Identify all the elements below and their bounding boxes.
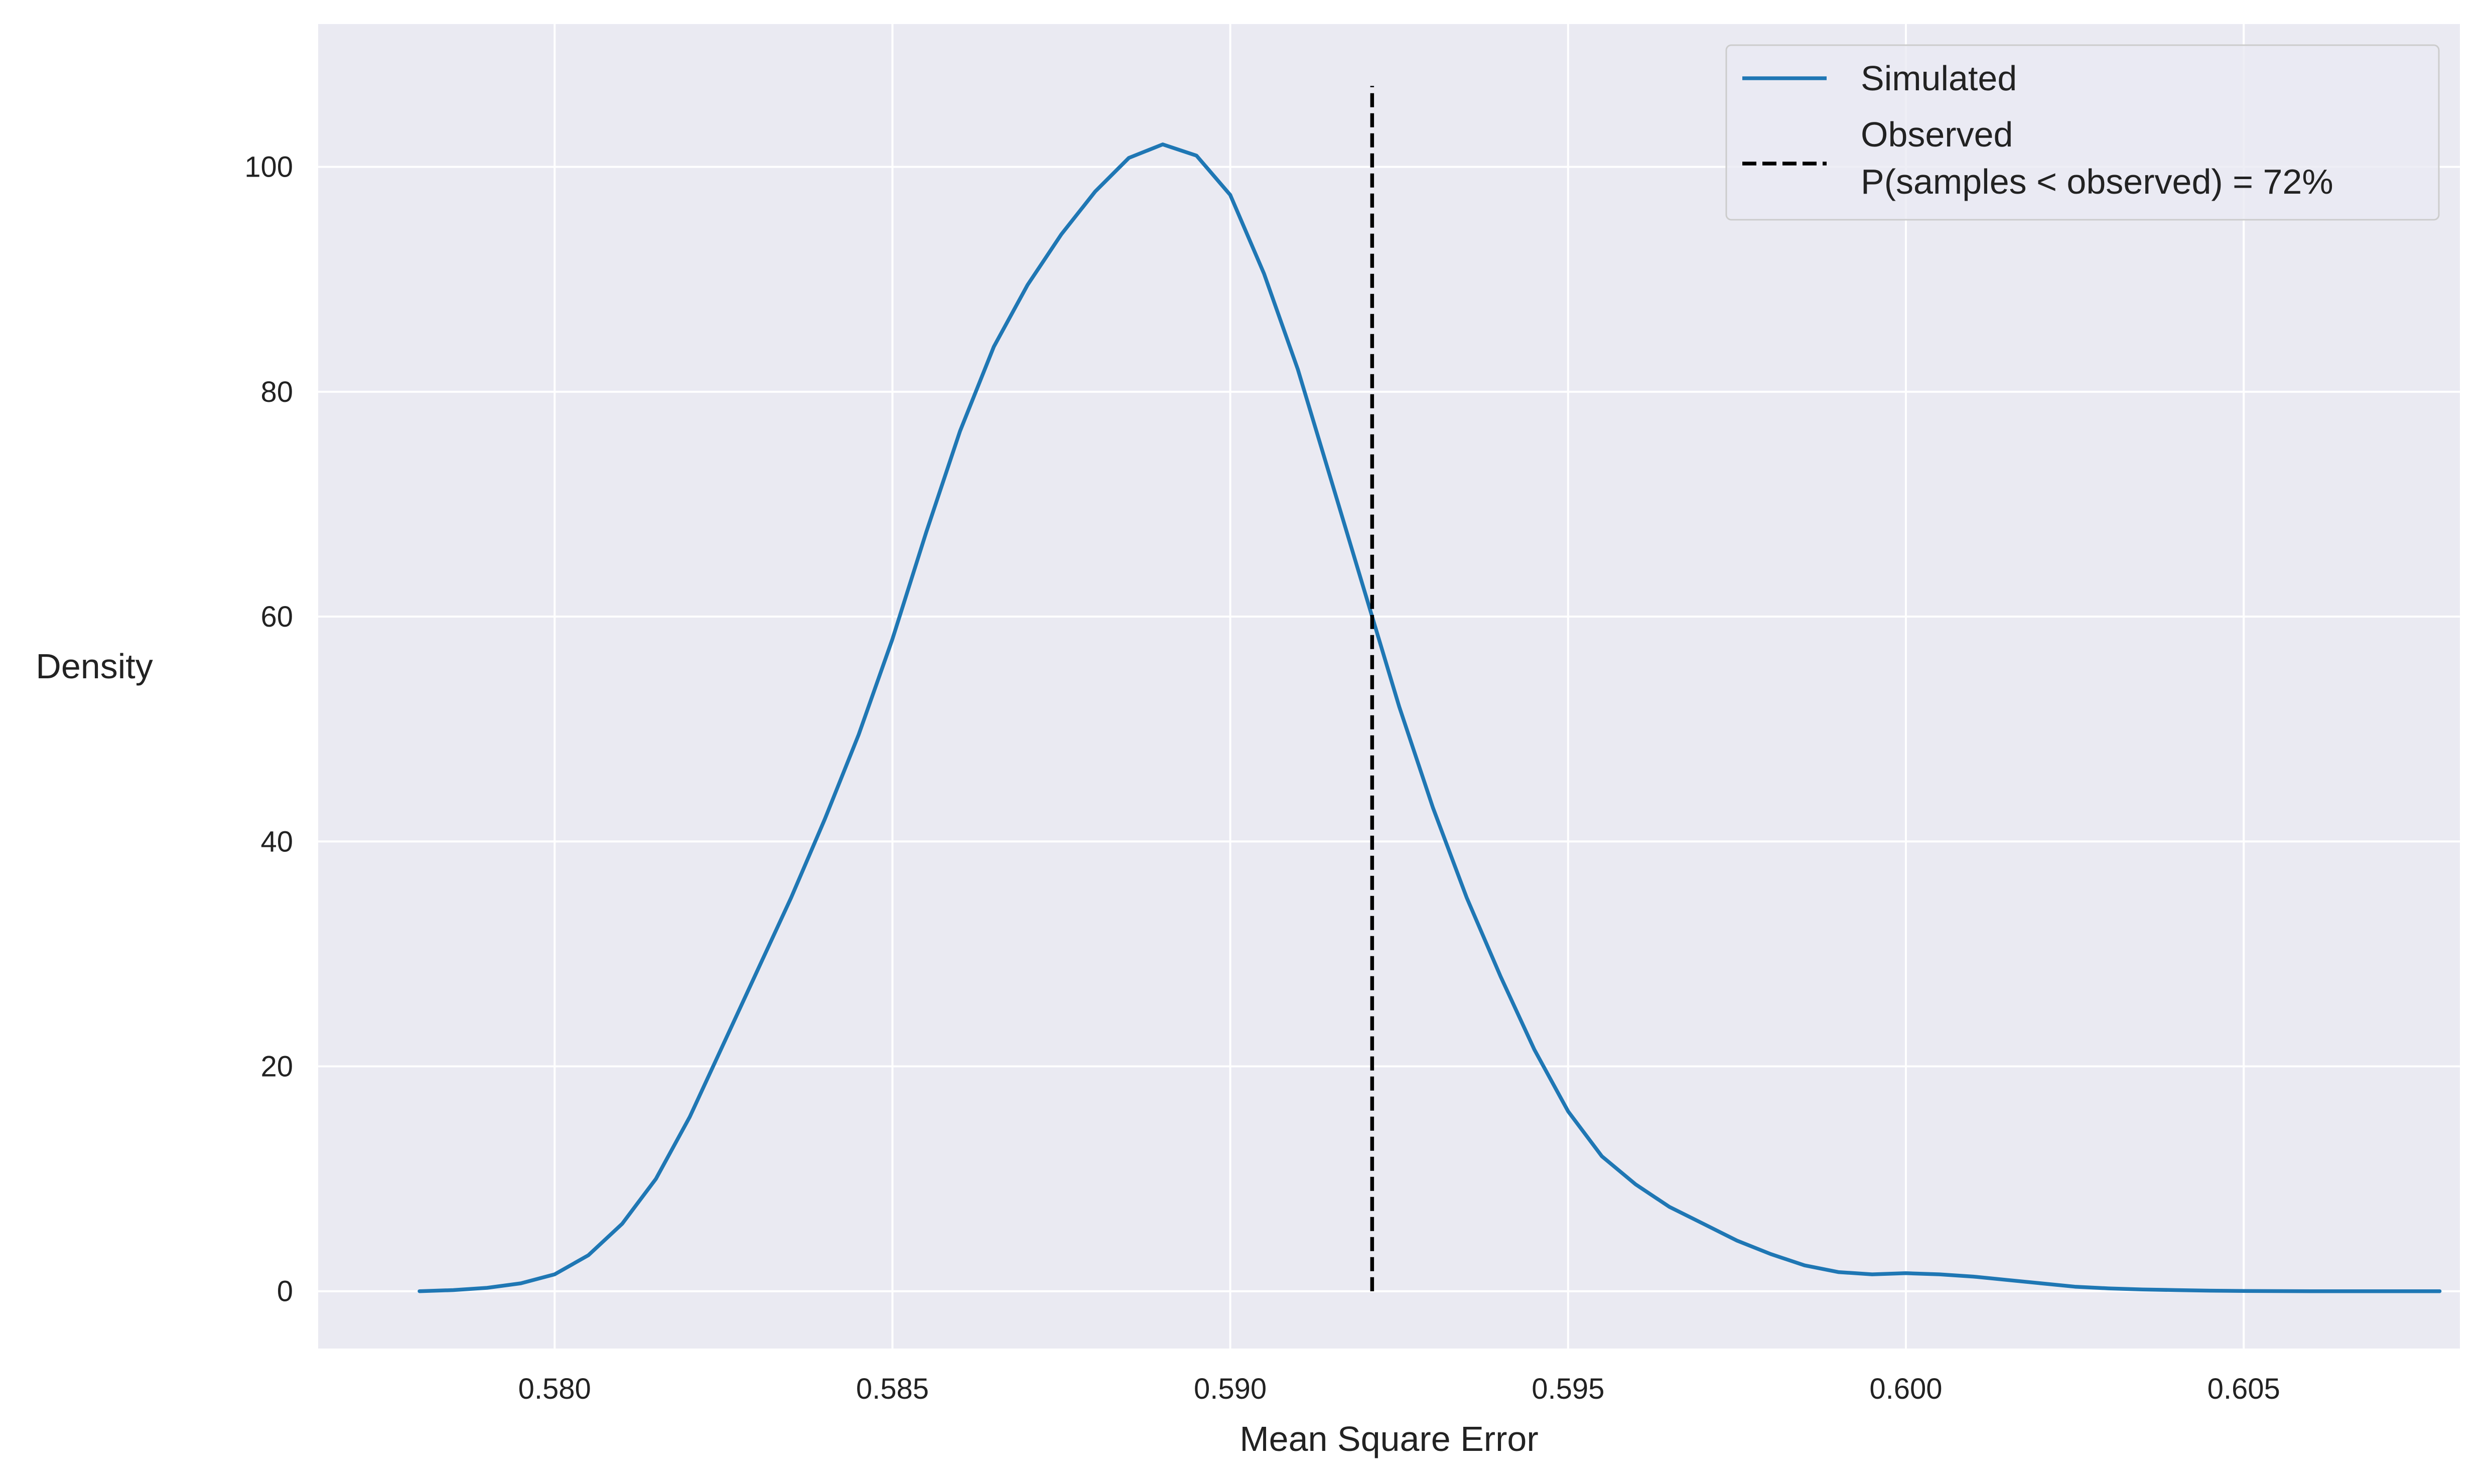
x-tick-label: 0.595 [1532,1373,1604,1405]
y-tick-labels: 0 20 40 60 80 100 [244,151,293,1308]
series-layer [418,86,2442,1293]
x-tick-label: 0.580 [518,1373,591,1405]
x-axis-label: Mean Square Error [1239,1419,1538,1458]
plot-area-background [318,24,2460,1349]
y-tick-label: 80 [260,376,293,408]
legend-box [1725,44,2440,221]
y-tick-label: 100 [244,151,293,184]
grid [318,24,2460,1349]
y-tick-label: 60 [260,601,293,633]
simulated-density-line [418,142,2442,1293]
x-tick-label: 0.605 [2208,1373,2280,1405]
legend-simulated-label: Simulated [1861,59,2017,98]
legend: Simulated Observed P(samples < observed)… [1725,44,2440,221]
x-tick-labels: 0.580 0.585 0.590 0.595 0.600 0.605 [518,1373,2280,1405]
x-tick-label: 0.585 [856,1373,929,1405]
y-axis-label: Density [36,647,153,686]
legend-observed-probability: P(samples < observed) = 72% [1861,162,2333,201]
y-tick-label: 20 [260,1050,293,1083]
y-tick-label: 40 [260,825,293,858]
legend-observed-label: Observed [1861,115,2013,154]
x-tick-label: 0.590 [1194,1373,1267,1405]
x-tick-label: 0.600 [1869,1373,1942,1405]
y-tick-label: 0 [277,1275,293,1308]
